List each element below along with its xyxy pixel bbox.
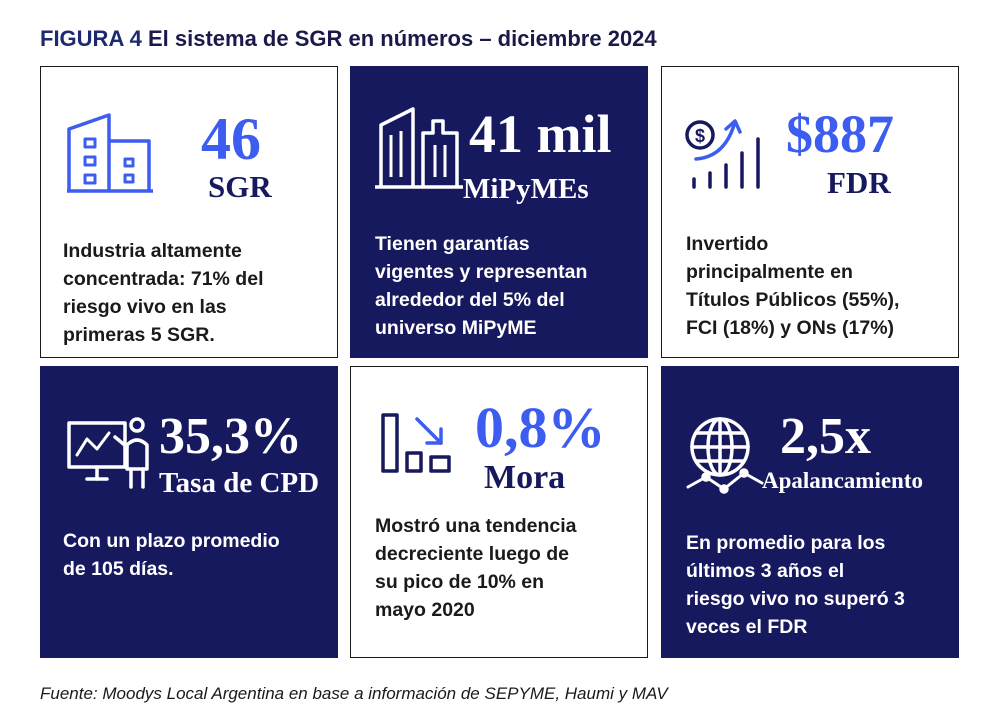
decrease-icon <box>381 413 451 473</box>
stat-label: Apalancamiento <box>762 468 923 493</box>
money-growth-icon: $ <box>685 119 760 189</box>
stat-number: 41 mil <box>469 104 612 164</box>
stat-description: Invertido principalmente en Títulos Públ… <box>686 233 900 339</box>
stat-label: MiPyMEs <box>463 173 589 205</box>
stat-card-sgr: 46 SGR Industria altamente concentrada: … <box>40 66 338 358</box>
stat-number: 0,8% <box>475 395 606 460</box>
source-note: Fuente: Moodys Local Argentina en base a… <box>40 684 668 703</box>
stat-number: 35,3% <box>159 408 302 465</box>
stat-number: 46 <box>201 106 261 172</box>
stat-label: SGR <box>208 169 272 204</box>
stat-card-apalancamiento: 2,5x Apalancamiento En promedio para los… <box>661 366 959 658</box>
figure-title-text: El sistema de SGR en números – diciembre… <box>147 26 657 51</box>
figure-number: FIGURA 4 <box>40 26 142 51</box>
stat-card-cpd: 35,3% Tasa de CPD Con un plazo promedio … <box>40 366 338 658</box>
presentation-icon <box>67 417 149 489</box>
stat-description: En promedio para los últimos 3 años el r… <box>686 532 905 638</box>
globe-network-icon <box>686 417 764 494</box>
figure-title: FIGURA 4 El sistema de SGR en números – … <box>40 26 657 52</box>
skyscrapers-icon <box>375 107 463 189</box>
stat-description: Mostró una tendencia decreciente luego d… <box>375 515 577 621</box>
stat-label: Tasa de CPD <box>159 467 320 499</box>
stat-number: 2,5x <box>780 408 871 465</box>
svg-text:$: $ <box>695 126 705 146</box>
buildings-icon <box>67 113 153 193</box>
stat-card-fdr: $ $887 FDR Invertido principalmente en T… <box>661 66 959 358</box>
stat-description: Tienen garantías vigentes y representan … <box>375 233 588 339</box>
stat-card-mora: 0,8% Mora Mostró una tendencia decrecien… <box>350 366 648 658</box>
stat-description: Industria altamente concentrada: 71% del… <box>63 240 264 346</box>
stat-card-mipymes: 41 mil MiPyMEs Tienen garantías vigentes… <box>350 66 648 358</box>
stat-description: Con un plazo promedio de 105 días. <box>63 530 280 580</box>
stat-label: Mora <box>484 459 566 496</box>
stat-number: $887 <box>786 104 894 164</box>
stat-label: FDR <box>827 165 891 200</box>
